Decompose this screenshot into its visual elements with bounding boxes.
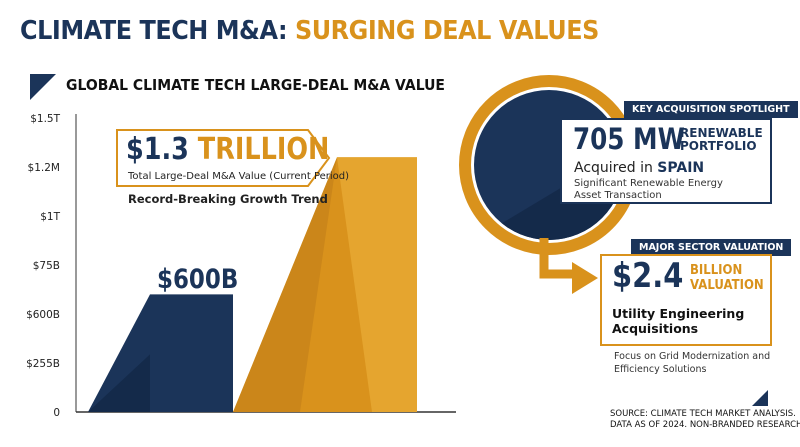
callout-amount: $1.3 — [126, 132, 189, 167]
y-tick-label: $1.5T — [30, 113, 60, 125]
callout-caption: Total Large-Deal M&A Value (Current Peri… — [128, 171, 350, 182]
chart-title: GLOBAL CLIMATE TECH LARGE-DEAL M&A VALUE — [66, 76, 445, 94]
spotlight-acquired: Acquired in SPAIN — [574, 160, 704, 176]
valuation-description: Focus on Grid Modernization and Efficien… — [614, 351, 771, 375]
trend-label: Record-Breaking Growth Trend — [128, 192, 328, 206]
y-tick-label: $1.2M — [28, 162, 60, 174]
valuation-subtitle: Utility Engineering Acquisitions — [612, 306, 745, 336]
y-tick-label: $600B — [26, 309, 60, 321]
series-shape-current-shade — [233, 157, 337, 412]
title-part2: SURGING DEAL VALUES — [294, 16, 599, 46]
callout-frame — [116, 129, 331, 187]
spotlight-header: KEY ACQUISITION SPOTLIGHT — [624, 101, 798, 118]
spotlight-description: Significant Renewable Energy Asset Trans… — [574, 178, 723, 201]
spotlight-amount: 705 MW — [573, 122, 685, 156]
valuation-tag: BILLION VALUATION — [690, 263, 764, 293]
valuation-tag-line2: VALUATION — [690, 278, 764, 293]
source-note: SOURCE: CLIMATE TECH MARKET ANALYSIS. DA… — [610, 409, 800, 431]
spotlight-tag-line1: RENEWABLE — [680, 126, 763, 140]
series-shape-previous-shade — [88, 354, 150, 412]
spotlight-tag: RENEWABLE PORTFOLIO — [680, 127, 763, 153]
callout-unit: TRILLION — [197, 132, 330, 167]
y-tick-label: 0 — [53, 407, 60, 419]
page-title: CLIMATE TECH M&A: SURGING DEAL VALUES — [20, 16, 599, 46]
valuation-header: MAJOR SECTOR VALUATION — [631, 239, 792, 256]
y-tick-label: $1T — [40, 211, 60, 223]
title-part1: CLIMATE TECH M&A: — [20, 16, 288, 46]
source-line2: DATA AS OF 2024. NON-BRANDED RESEARCH. — [610, 420, 800, 430]
y-tick-label: $255B — [26, 358, 60, 370]
valuation-amount: $2.4 — [612, 256, 684, 296]
connector-arrow-icon — [539, 238, 598, 294]
valuation-tag-line1: BILLION — [690, 263, 743, 278]
callout-value: $1.3 TRILLION — [126, 132, 329, 167]
series-shape-current-highlight — [337, 157, 417, 412]
subtitle-corner-triangle — [30, 74, 56, 100]
y-tick-label: $75B — [33, 260, 60, 272]
valuation-card — [600, 254, 772, 346]
spotlight-acquired-place: SPAIN — [657, 160, 705, 176]
spotlight-tag-line2: PORTFOLIO — [680, 139, 757, 153]
corner-triangle — [752, 390, 768, 406]
source-line1: SOURCE: CLIMATE TECH MARKET ANALYSIS. — [610, 409, 796, 419]
spotlight-card — [560, 118, 772, 204]
first-bar-value-label: $600B — [157, 264, 239, 295]
spotlight-acquired-prefix: Acquired in — [574, 160, 653, 176]
